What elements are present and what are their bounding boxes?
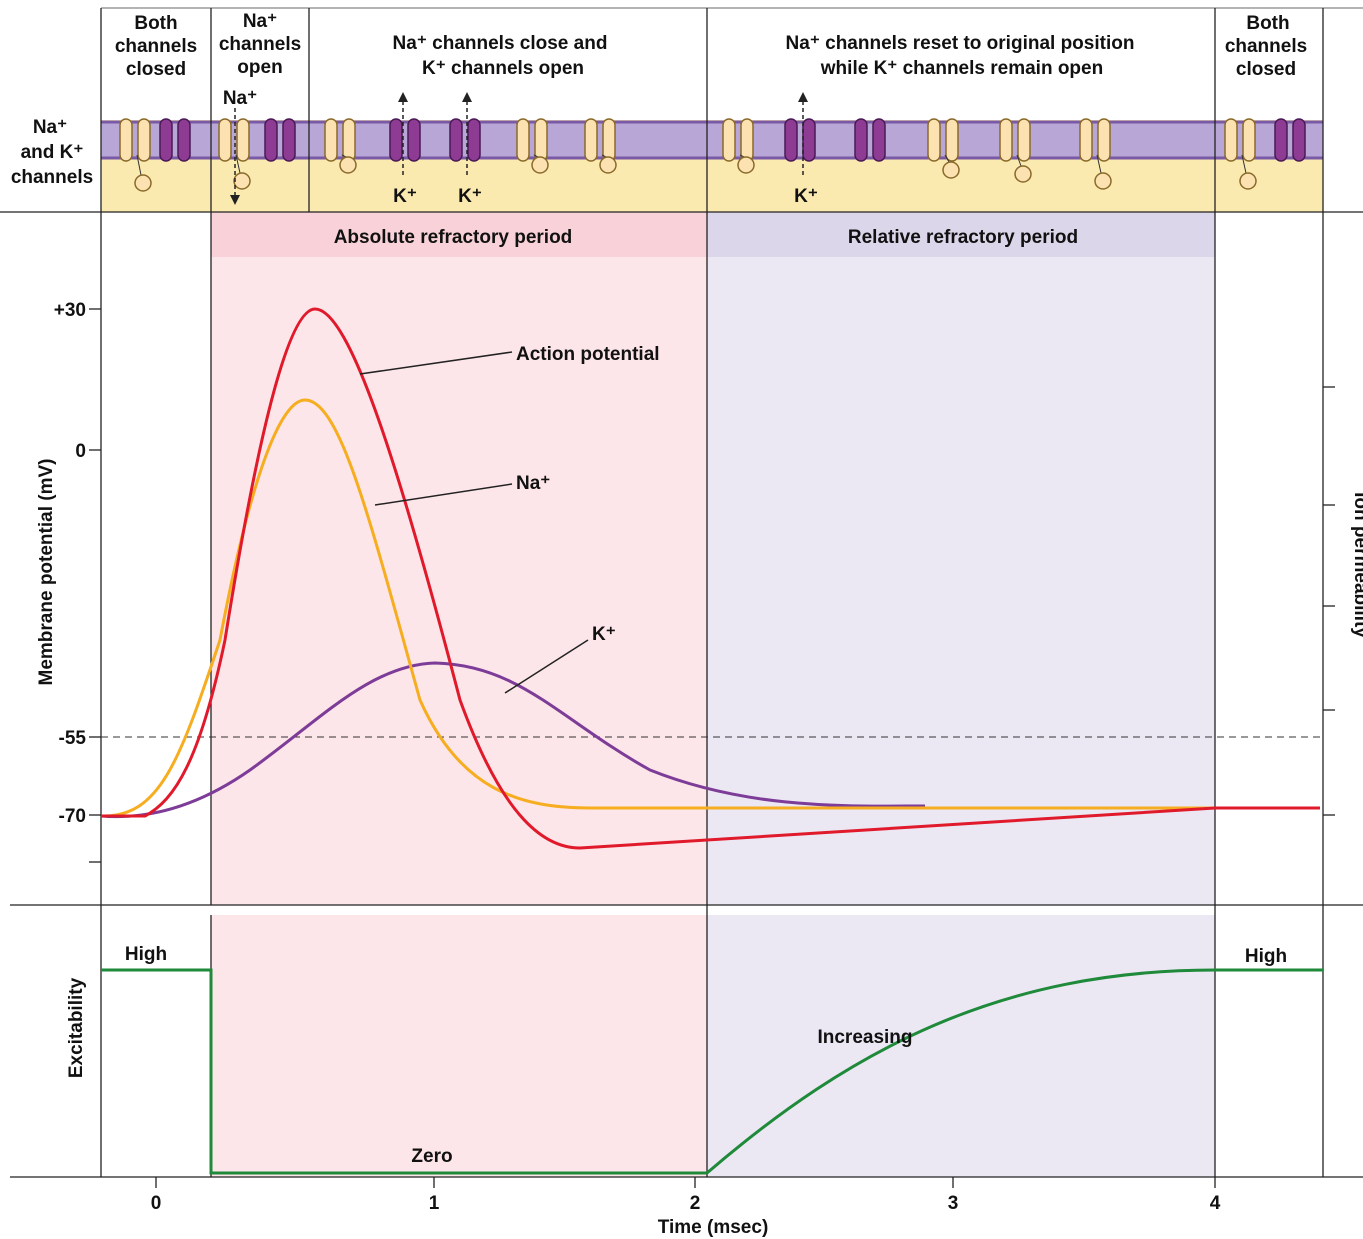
y-tick-label: 0 (75, 441, 86, 462)
period-label: Absolute refractory period (334, 227, 573, 248)
x-tick-label: 4 (1210, 1193, 1221, 1214)
curve-label: Na⁺ (516, 473, 550, 494)
channel-part (855, 119, 867, 161)
channel-part (450, 119, 462, 161)
channel-part (237, 119, 249, 161)
excitability-axis-label: Excitability (66, 977, 87, 1078)
channel-part (738, 157, 754, 173)
y-tick-label: +30 (54, 300, 86, 321)
channel-part (1095, 173, 1111, 189)
channel-part (1243, 119, 1255, 161)
channel-part (160, 119, 172, 161)
absolute-period (211, 212, 707, 905)
x-tick-label: 0 (151, 1193, 162, 1214)
channel-part (234, 173, 250, 189)
channel-part (603, 119, 615, 161)
period-label: Relative refractory period (848, 227, 1078, 248)
x-axis-label: Time (msec) (658, 1217, 769, 1238)
column-label: channels (1225, 36, 1307, 57)
channel-part (120, 119, 132, 161)
excitability-label: Increasing (817, 1027, 912, 1048)
row-label: and K⁺ (21, 142, 84, 163)
column-label: while K⁺ channels remain open (820, 58, 1103, 79)
channel-part (1015, 166, 1031, 182)
excitability-label: High (1245, 946, 1287, 967)
row-label: channels (11, 167, 93, 188)
excitability-label: High (125, 944, 167, 965)
diagram: Both channels closed Na⁺ channels open N… (0, 0, 1363, 1239)
curve-label: Action potential (516, 344, 660, 365)
row-label: Na⁺ (33, 117, 67, 138)
ion-label: K⁺ (458, 186, 482, 207)
column-label: Na⁺ channels reset to original position (786, 33, 1135, 54)
channel-part (1098, 119, 1110, 161)
channel-part (325, 119, 337, 161)
channel-part (265, 119, 277, 161)
column-label: closed (1236, 59, 1296, 80)
channel-part (803, 119, 815, 161)
absolute-period-2 (211, 915, 707, 1177)
channel-part (178, 119, 190, 161)
y-tick-label: -70 (59, 806, 86, 827)
channel-part (723, 119, 735, 161)
channel-part (946, 119, 958, 161)
column-label: closed (126, 59, 186, 80)
column-label: open (237, 57, 282, 78)
channel-part (468, 119, 480, 161)
y-tick-label: -55 (59, 728, 87, 749)
channel-part (343, 119, 355, 161)
channel-part (1275, 119, 1287, 161)
channel-part (1293, 119, 1305, 161)
y-axis-label: Membrane potential (mV) (36, 459, 57, 686)
channel-part (785, 119, 797, 161)
channel-part (532, 157, 548, 173)
column-label: channels (219, 34, 301, 55)
column-label: Na⁺ (243, 11, 277, 32)
channel-part (585, 119, 597, 161)
channel-part (517, 119, 529, 161)
channel-part (928, 119, 940, 161)
channel-part (1000, 119, 1012, 161)
channel-part (873, 119, 885, 161)
channel-part (535, 119, 547, 161)
channel-part (1225, 119, 1237, 161)
column-label: Both (1246, 13, 1289, 34)
channel-part (1018, 119, 1030, 161)
channel-part (135, 175, 151, 191)
channel-part (1240, 173, 1256, 189)
x-tick-label: 1 (429, 1193, 440, 1214)
channel-part (741, 119, 753, 161)
channel-part (340, 157, 356, 173)
channel-part (600, 157, 616, 173)
channel-part (283, 119, 295, 161)
excitability-label: Zero (411, 1146, 452, 1167)
channel-part (390, 119, 402, 161)
x-tick-label: 3 (948, 1193, 959, 1214)
channel-part (408, 119, 420, 161)
channel-part (943, 162, 959, 178)
relative-period-2 (707, 915, 1215, 1177)
y2-axis-label: Ion permeability (1350, 492, 1363, 638)
y-ticks: +30 0 -55 -70 (54, 300, 87, 827)
channel-part (1080, 119, 1092, 161)
column-label: Na⁺ channels close and (393, 33, 608, 54)
channel-part (219, 119, 231, 161)
x-tick-label: 2 (690, 1193, 701, 1214)
column-label: K⁺ channels open (422, 58, 584, 79)
backgrounds (0, 120, 1323, 1177)
ion-label: K⁺ (794, 186, 818, 207)
ion-label: Na⁺ (223, 88, 257, 109)
column-label: channels (115, 36, 197, 57)
column-label: Both (134, 13, 177, 34)
curve-label: K⁺ (592, 624, 616, 645)
ion-label: K⁺ (393, 186, 417, 207)
channel-part (138, 119, 150, 161)
